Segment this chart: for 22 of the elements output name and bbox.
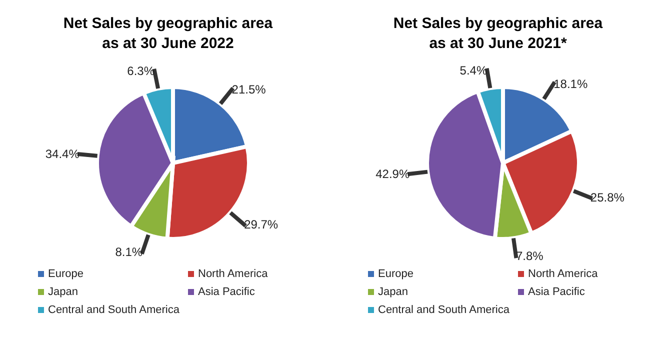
data-label: 21.5% xyxy=(232,82,266,97)
legend-label: Europe xyxy=(48,268,84,280)
legend-label: Japan xyxy=(48,286,78,298)
data-label: 25.8% xyxy=(590,190,625,205)
data-label: 6.3% xyxy=(127,64,155,78)
legend-label: Central and South America xyxy=(378,304,510,316)
data-label: 5.4% xyxy=(460,63,488,78)
legend-label: Asia Pacific xyxy=(198,286,255,298)
chart-title: Net Sales by geographic area as at 30 June 2021* xyxy=(392,14,604,54)
data-label: 18.1% xyxy=(554,76,588,91)
legend-label: Central and South America xyxy=(48,304,180,316)
data-label: 8.1% xyxy=(115,244,143,259)
legend-label: Asia Pacific xyxy=(528,286,585,298)
legend-label: Japan xyxy=(378,286,408,298)
data-label: 7.8% xyxy=(516,249,544,264)
legend-label: North America xyxy=(198,268,268,280)
data-label: 42.9% xyxy=(376,166,410,181)
legend-label: Europe xyxy=(378,268,414,280)
data-label: 34.4% xyxy=(45,147,80,162)
data-label: 29.7% xyxy=(244,217,278,232)
chart-title: Net Sales by geographic area as at 30 June 2022 xyxy=(62,14,274,54)
legend-label: North America xyxy=(528,268,598,280)
